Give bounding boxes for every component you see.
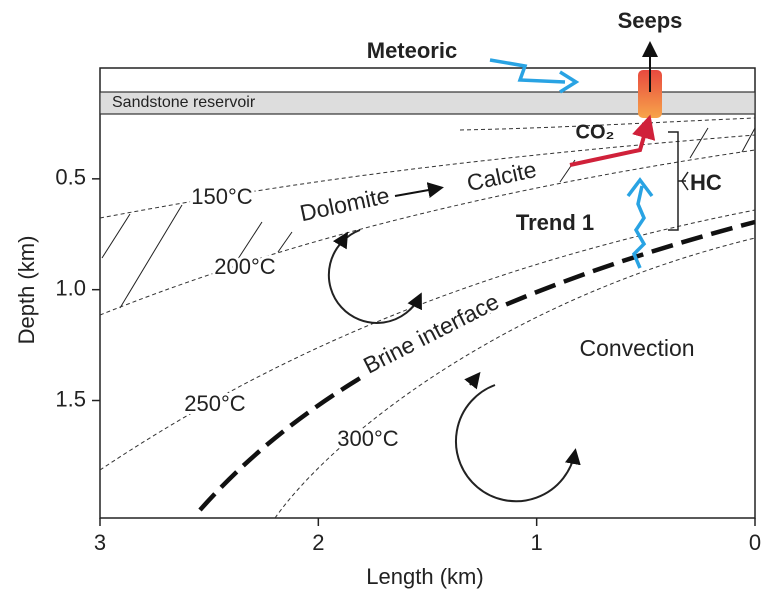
cross-section: Sandstone reservoir 150°C 200°C 250°C 30…: [99, 8, 756, 519]
x-tick-label: 2: [312, 530, 324, 555]
convection-cell: [455, 384, 581, 503]
isotherm-label: 150°C: [191, 184, 253, 209]
trend-arrowhead: [626, 177, 654, 198]
hc-label: HC: [690, 170, 722, 195]
isotherm-line: [459, 117, 756, 131]
y-tick-label: 0.5: [55, 165, 86, 190]
isotherm-label: 300°C: [337, 426, 399, 451]
sandstone-label: Sandstone reservoir: [112, 94, 256, 111]
convection-cell: [332, 231, 349, 250]
trend-label: Trend 1: [516, 210, 594, 235]
seep: [638, 70, 662, 118]
x-tick-label: 0: [749, 530, 761, 555]
meteoric-arrow: [489, 58, 566, 84]
convection-label: Convection: [579, 335, 694, 361]
meteoric-arrowhead: [559, 70, 580, 94]
plot-frame: [99, 67, 756, 519]
x-tick-label: 1: [531, 530, 543, 555]
isotherm-line: [99, 149, 756, 316]
trend-arrow: [631, 185, 647, 269]
y-tick-label: 1.0: [55, 275, 86, 300]
hc-bracket: [681, 171, 689, 191]
convection-cell: [464, 371, 481, 390]
co2-arrow: [569, 114, 656, 167]
meteoric-label: Meteoric: [367, 38, 457, 63]
x-axis-label: Length (km): [366, 564, 483, 589]
isotherm-label: 250°C: [184, 391, 246, 416]
seeps-label: Seeps: [618, 8, 683, 33]
y-tick-label: 1.5: [55, 386, 86, 411]
sandstone-layer: [99, 91, 756, 115]
co2-label: CO₂: [576, 121, 615, 143]
isotherm-line: [99, 209, 756, 471]
isotherm-line: [99, 134, 756, 219]
y-axis-label: Depth (km): [14, 236, 39, 345]
reaction-arrow: [394, 182, 444, 198]
brine-interface-line: [198, 219, 756, 512]
isotherm-label: 200°C: [214, 254, 276, 279]
hatching: [101, 127, 756, 309]
x-tick-label: 3: [94, 530, 106, 555]
